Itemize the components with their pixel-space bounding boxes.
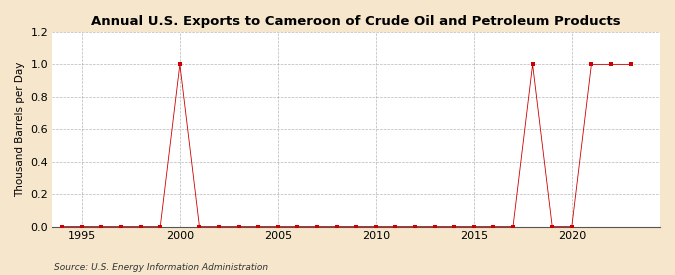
- Title: Annual U.S. Exports to Cameroon of Crude Oil and Petroleum Products: Annual U.S. Exports to Cameroon of Crude…: [91, 15, 621, 28]
- Text: Source: U.S. Energy Information Administration: Source: U.S. Energy Information Administ…: [54, 263, 268, 272]
- Y-axis label: Thousand Barrels per Day: Thousand Barrels per Day: [15, 62, 25, 197]
